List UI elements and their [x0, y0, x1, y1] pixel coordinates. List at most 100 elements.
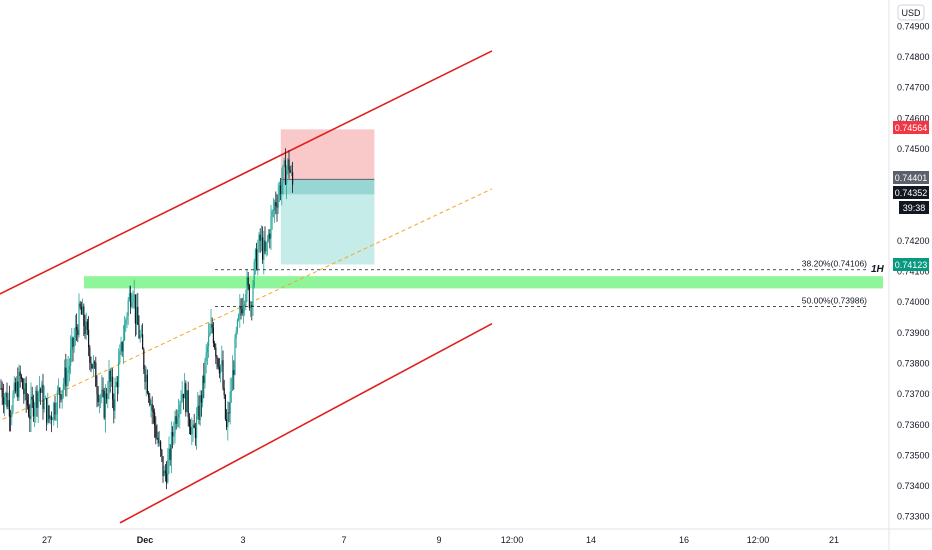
candle-body: [287, 159, 289, 170]
candle-body: [155, 425, 157, 438]
candle-body: [161, 449, 163, 457]
candle-body: [74, 326, 76, 338]
currency-box[interactable]: [897, 4, 925, 21]
candle-body: [246, 277, 248, 295]
candle-body: [244, 303, 246, 307]
candle-body: [232, 370, 234, 391]
time-tick-label: Dec: [137, 535, 154, 545]
support-zone: [84, 276, 883, 289]
candle-body: [169, 448, 171, 460]
price-tick-label: 0.73400: [897, 481, 930, 491]
price-tick-label: 0.74000: [897, 297, 930, 307]
candle-body: [30, 396, 32, 419]
candle-body: [224, 395, 226, 420]
candle-body: [208, 335, 210, 347]
candle-body: [16, 381, 18, 392]
candle-body: [124, 324, 126, 341]
candle-body: [96, 386, 98, 395]
target-price-text: 0.74123: [895, 260, 928, 270]
candle-body: [205, 352, 207, 361]
candle-body: [42, 384, 44, 410]
candle-body: [265, 242, 267, 252]
candle-body: [32, 399, 34, 417]
time-tick-label: 12:00: [747, 535, 770, 545]
time-axis[interactable]: 27 Dec 3 7 9 12:00 14 16 12:00 21: [42, 535, 839, 545]
candle-body: [100, 397, 102, 399]
candle-body: [52, 419, 54, 421]
candle-body: [238, 315, 240, 320]
candle-body: [120, 342, 122, 352]
price-tick-label: 0.74200: [897, 236, 930, 246]
candle-body: [270, 216, 272, 239]
candle-body: [182, 393, 184, 399]
candle-body: [142, 334, 144, 350]
candle-body: [119, 351, 121, 363]
candle-body: [18, 371, 20, 398]
price-tick-label: 0.74500: [897, 144, 930, 154]
candle-body: [10, 416, 12, 418]
candle-body: [83, 306, 85, 326]
risk-zone: [280, 129, 375, 180]
candle-body: [250, 305, 252, 308]
candle-body: [152, 410, 154, 413]
candle-body: [253, 262, 255, 287]
candle-body: [37, 392, 39, 408]
price-tick-label: 0.73900: [897, 328, 930, 338]
candle-body: [156, 437, 158, 439]
candle-body: [292, 172, 294, 185]
candle-body: [35, 390, 37, 409]
time-tick-label: 3: [240, 535, 245, 545]
candle-body: [278, 185, 280, 196]
candle-body: [8, 400, 10, 417]
candle-body: [131, 302, 133, 307]
price-tick-label: 0.73300: [897, 512, 930, 522]
candle-body: [62, 383, 64, 391]
candle-body: [272, 210, 274, 212]
price-tick-label: 0.74800: [897, 52, 930, 62]
channel-upper-line: [0, 50, 493, 295]
candle-body: [61, 390, 63, 400]
candle-body: [138, 324, 140, 339]
candle-body: [148, 393, 150, 398]
candle-body: [53, 402, 55, 420]
candle-body: [118, 362, 120, 388]
price-tick-label: 0.74900: [897, 21, 930, 31]
price-tick-label: 0.74600: [897, 113, 930, 123]
candle-body: [136, 306, 138, 324]
candle-body: [88, 329, 90, 348]
candle-body: [109, 370, 111, 382]
candle-body: [134, 294, 136, 324]
candle-body: [271, 211, 273, 217]
candle-body: [47, 405, 49, 423]
candle-body: [174, 416, 176, 434]
candle-body: [70, 349, 72, 366]
candle-body: [197, 405, 199, 417]
candle-body: [218, 367, 220, 374]
price-axis[interactable]: 0.74900 0.74800 0.74700 0.74600 0.74500 0.742…: [897, 21, 930, 521]
candle-body: [181, 393, 183, 402]
candle-body: [108, 370, 110, 396]
candle-body: [258, 234, 260, 250]
candle-body: [46, 398, 48, 423]
candle-body: [251, 305, 253, 306]
price-tick-label: 0.73700: [897, 389, 930, 399]
candle-body: [76, 326, 78, 330]
candle-body: [1, 388, 3, 398]
currency-label: USD: [901, 8, 921, 18]
candle-body: [235, 331, 237, 338]
countdown-badge: 39:38: [899, 201, 929, 214]
candle-body: [200, 395, 202, 403]
candle-body: [107, 395, 109, 399]
candle-body: [214, 343, 216, 348]
candle-body: [173, 433, 175, 437]
time-tick-label: 21: [829, 535, 839, 545]
candle-body: [110, 376, 112, 382]
candle-body: [22, 378, 24, 389]
candle-body: [84, 325, 86, 335]
candle-body: [266, 240, 268, 243]
candle-body: [77, 329, 79, 336]
candle-body: [34, 408, 36, 417]
candle-body: [24, 383, 26, 394]
entry-price-badge: 0.74401: [893, 171, 929, 184]
